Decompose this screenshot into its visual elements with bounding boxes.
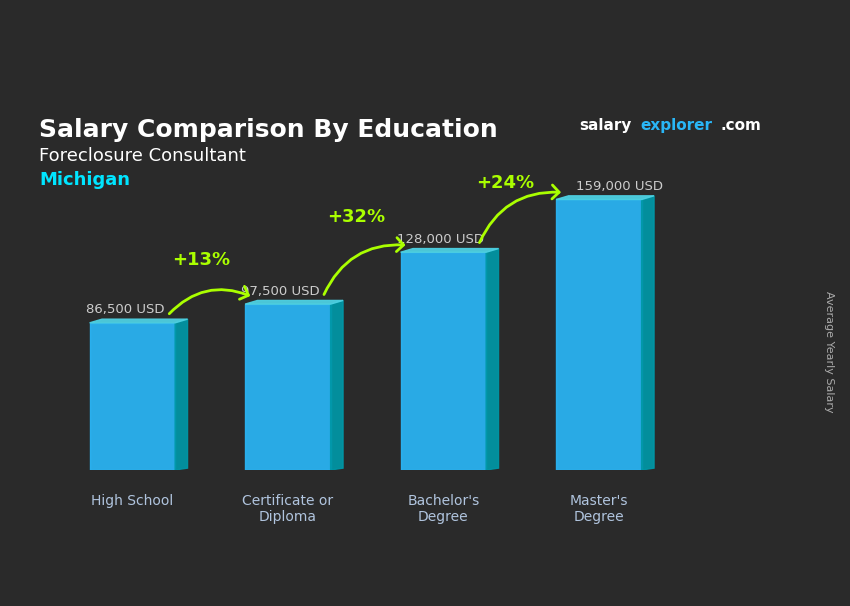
Text: Foreclosure Consultant: Foreclosure Consultant bbox=[39, 147, 246, 165]
Bar bbox=[400, 252, 486, 470]
FancyArrowPatch shape bbox=[324, 238, 404, 295]
Polygon shape bbox=[400, 248, 499, 252]
Text: +24%: +24% bbox=[477, 175, 535, 192]
Text: 86,500 USD: 86,500 USD bbox=[86, 304, 164, 316]
FancyArrowPatch shape bbox=[169, 286, 248, 314]
Text: Certificate or
Diploma: Certificate or Diploma bbox=[242, 494, 333, 524]
Text: Master's
Degree: Master's Degree bbox=[570, 494, 628, 524]
Text: 159,000 USD: 159,000 USD bbox=[575, 180, 662, 193]
Text: .com: .com bbox=[721, 118, 762, 133]
Bar bbox=[245, 304, 331, 470]
Polygon shape bbox=[556, 196, 654, 199]
FancyArrowPatch shape bbox=[479, 185, 559, 242]
Bar bbox=[556, 199, 642, 470]
Text: +32%: +32% bbox=[327, 208, 385, 226]
Text: Michigan: Michigan bbox=[39, 171, 130, 190]
Polygon shape bbox=[331, 301, 343, 470]
Polygon shape bbox=[642, 196, 654, 470]
Polygon shape bbox=[245, 301, 343, 304]
Polygon shape bbox=[175, 319, 188, 470]
Text: 97,500 USD: 97,500 USD bbox=[241, 285, 320, 298]
Text: Bachelor's
Degree: Bachelor's Degree bbox=[407, 494, 479, 524]
Text: +13%: +13% bbox=[172, 251, 230, 269]
Text: Average Yearly Salary: Average Yearly Salary bbox=[824, 291, 834, 412]
Text: explorer: explorer bbox=[640, 118, 712, 133]
Text: salary: salary bbox=[580, 118, 632, 133]
Text: High School: High School bbox=[91, 494, 173, 508]
Bar bbox=[89, 323, 175, 470]
Text: 128,000 USD: 128,000 USD bbox=[397, 233, 484, 246]
Polygon shape bbox=[486, 248, 499, 470]
Polygon shape bbox=[89, 319, 188, 323]
Text: Salary Comparison By Education: Salary Comparison By Education bbox=[39, 118, 498, 142]
